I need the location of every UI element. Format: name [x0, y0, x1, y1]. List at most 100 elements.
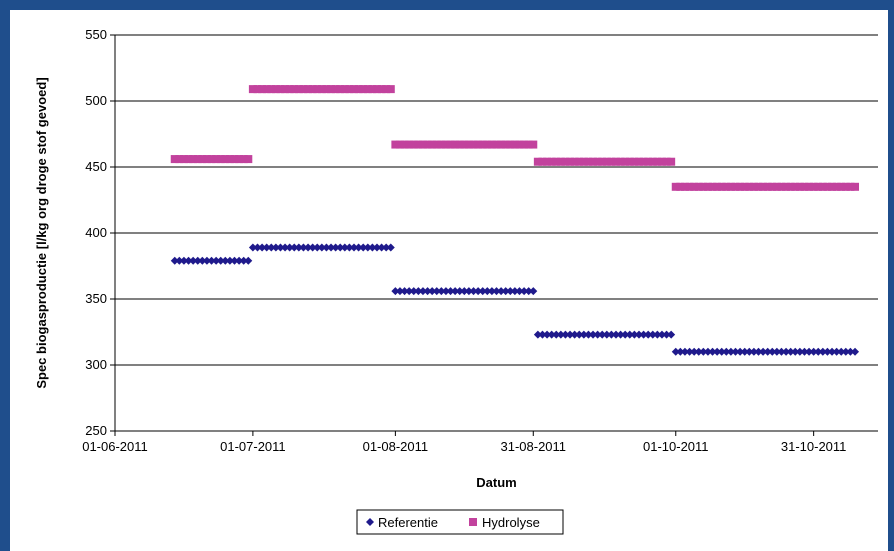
data-point	[372, 243, 381, 252]
data-point	[625, 157, 634, 166]
x-tick-label: 31-10-2011	[781, 439, 847, 454]
data-point	[818, 347, 827, 356]
data-point	[584, 157, 593, 166]
data-point	[736, 182, 745, 191]
data-point	[428, 287, 437, 296]
data-point	[267, 85, 276, 94]
data-point	[244, 256, 253, 265]
data-point	[414, 287, 423, 296]
data-point	[740, 347, 749, 356]
data-point	[501, 287, 510, 296]
data-point	[648, 157, 657, 166]
data-point	[543, 330, 552, 339]
data-point	[731, 182, 740, 191]
data-point	[405, 287, 414, 296]
data-point	[612, 330, 621, 339]
data-point	[175, 155, 184, 164]
data-point	[694, 182, 703, 191]
data-point	[782, 347, 791, 356]
data-point	[717, 347, 726, 356]
data-point	[446, 287, 455, 296]
data-point	[276, 243, 285, 252]
data-point	[418, 140, 427, 149]
data-point	[561, 330, 570, 339]
data-point	[593, 330, 602, 339]
data-point	[722, 347, 731, 356]
data-point	[212, 256, 221, 265]
data-point	[561, 157, 570, 166]
data-point	[809, 347, 818, 356]
data-point	[529, 140, 538, 149]
data-point	[382, 243, 391, 252]
data-point	[520, 140, 529, 149]
data-point	[290, 243, 299, 252]
data-point	[584, 330, 593, 339]
series-layer	[170, 85, 860, 356]
data-point	[607, 157, 616, 166]
data-point	[566, 330, 575, 339]
legend-label-referentie: Referentie	[378, 515, 438, 530]
data-point	[377, 85, 386, 94]
data-point	[317, 85, 326, 94]
data-point	[851, 347, 860, 356]
data-point	[575, 157, 584, 166]
data-point	[391, 287, 400, 296]
data-point	[294, 243, 303, 252]
data-point	[768, 347, 777, 356]
data-point	[602, 330, 611, 339]
data-point	[841, 347, 850, 356]
data-point	[713, 182, 722, 191]
data-point	[207, 155, 216, 164]
data-point	[239, 256, 248, 265]
series-referentie	[170, 243, 860, 356]
data-point	[483, 287, 492, 296]
data-point	[304, 85, 313, 94]
data-point	[657, 330, 666, 339]
data-point	[598, 330, 607, 339]
data-point	[506, 140, 515, 149]
data-point	[386, 243, 395, 252]
data-point	[212, 155, 221, 164]
data-point	[625, 330, 634, 339]
data-point	[671, 347, 680, 356]
data-point	[221, 155, 230, 164]
data-point	[832, 347, 841, 356]
data-point	[680, 347, 689, 356]
data-point	[814, 347, 823, 356]
data-point	[818, 182, 827, 191]
data-point	[170, 256, 179, 265]
data-point	[175, 256, 184, 265]
data-point	[851, 182, 860, 191]
data-point	[253, 243, 262, 252]
data-point	[575, 330, 584, 339]
axes: 250 300 350 400 450 500 550 01-06-2011 01-07-201…	[82, 27, 878, 454]
data-point	[772, 182, 781, 191]
data-point	[607, 330, 616, 339]
y-tick-label: 550	[85, 27, 107, 42]
data-point	[235, 256, 244, 265]
data-point	[354, 85, 363, 94]
data-point	[345, 243, 354, 252]
data-point	[368, 85, 377, 94]
data-point	[235, 155, 244, 164]
data-point	[570, 330, 579, 339]
data-point	[846, 182, 855, 191]
data-point	[492, 140, 501, 149]
data-point	[285, 243, 294, 252]
data-point	[267, 243, 276, 252]
data-point	[299, 85, 308, 94]
data-point	[469, 140, 478, 149]
data-point	[556, 157, 565, 166]
data-point	[304, 243, 313, 252]
data-point	[478, 287, 487, 296]
data-point	[437, 287, 446, 296]
data-point	[602, 157, 611, 166]
data-point	[634, 330, 643, 339]
data-point	[749, 182, 758, 191]
data-point	[198, 155, 207, 164]
data-point	[616, 330, 625, 339]
data-point	[556, 330, 565, 339]
data-point	[520, 287, 529, 296]
data-point	[786, 182, 795, 191]
data-point	[492, 287, 501, 296]
